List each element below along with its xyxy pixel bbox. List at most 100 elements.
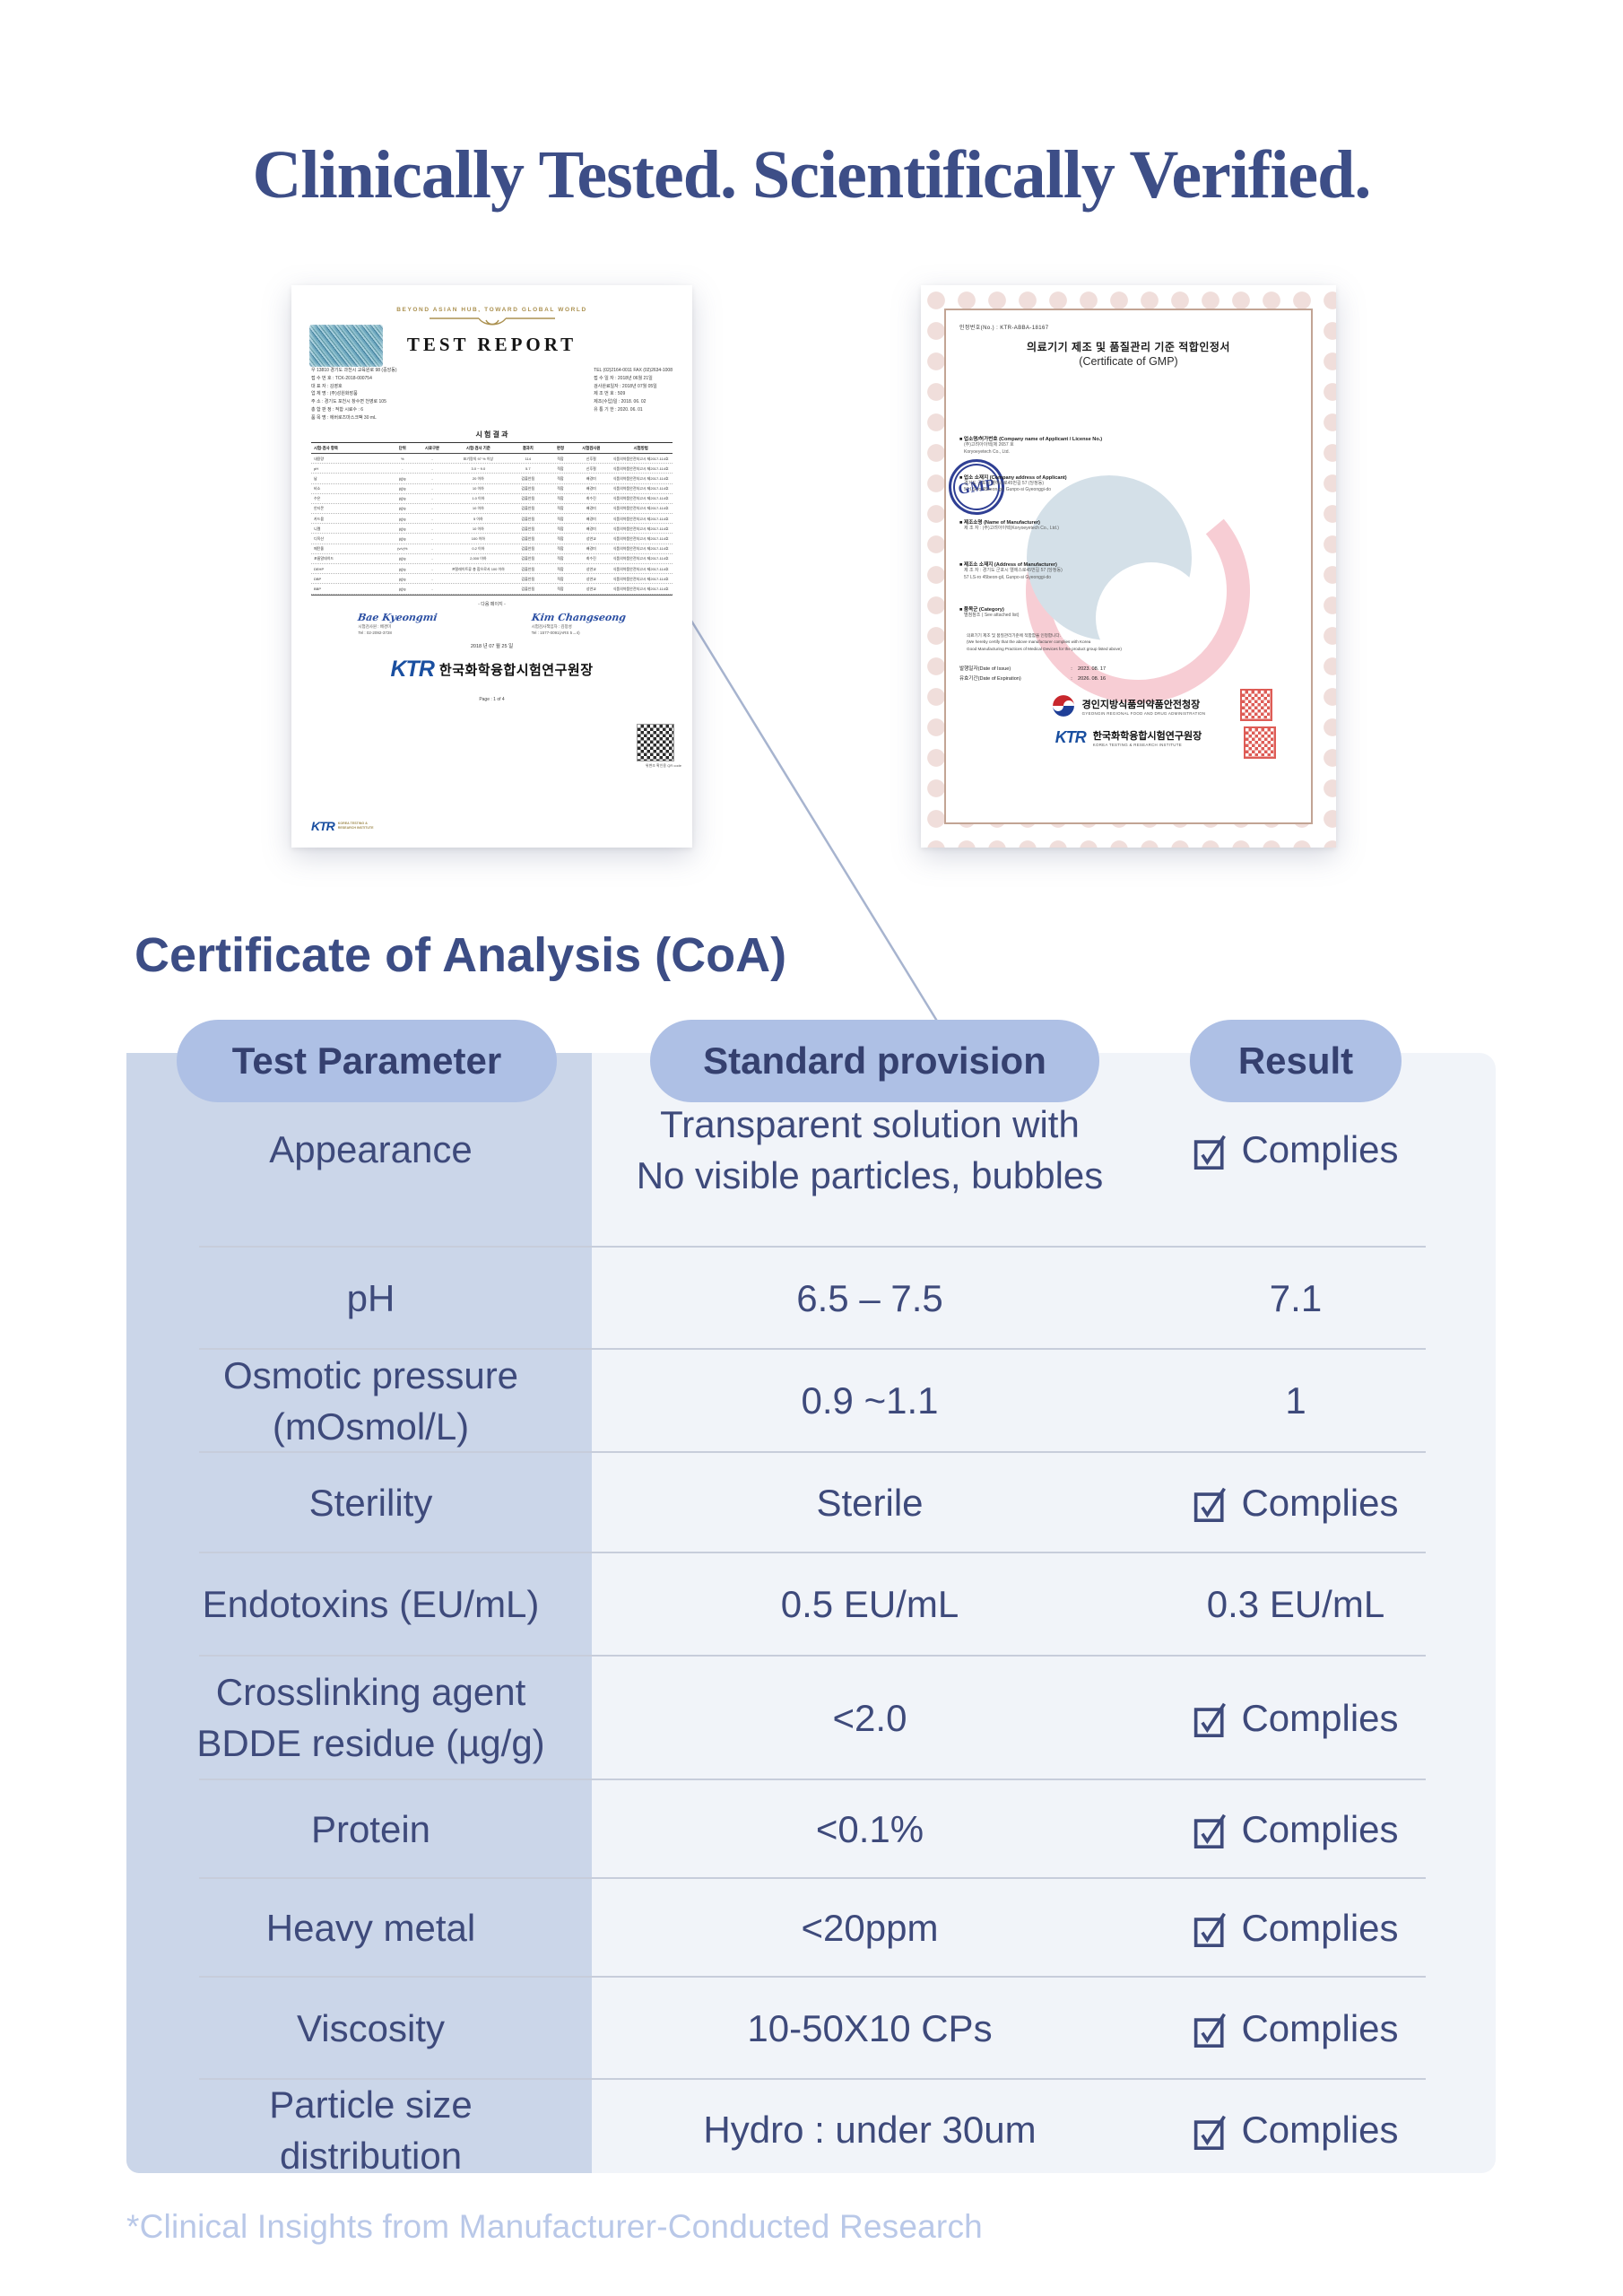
gmp-section-manufacturer-address: ■ 제조소 소재지 (Address of Manufacturer) 제 조 … (959, 561, 1063, 580)
column-header-result: Result (1190, 1020, 1402, 1102)
date-of-expiration: 유효기간(Date of Expiration) : 2026. 08. 16 (959, 675, 1107, 682)
cell-parameter: Particle size distribution (269, 2083, 473, 2173)
cell-standard: 10-50X10 CPs (747, 2006, 993, 2049)
gmp-cert-number: 인정번호(No.) : KTR-ABBA-18167 (959, 326, 1049, 331)
gmp-section-manufacturer: ■ 제조소명 (Name of Manufacturer) 제 조 자 : (주… (959, 520, 1059, 531)
qr-caption: 위변조 확인용 QR code (645, 763, 681, 768)
cell-standard: <20ppm (801, 1906, 939, 1949)
cell-result: Complies (1148, 2004, 1444, 2055)
gmp-section-applicant-address: ■ 업소 소재지 (Company address of Applicant) … (959, 474, 1067, 493)
first-column-background (126, 1053, 592, 2173)
report-table-header: 시험·검사 항목 단위 시료구분 시험·검사 기준 결과치 판정 시험검사원 시험방법 (311, 443, 673, 454)
next-page-label: - 다음 페이지 - (478, 601, 506, 607)
footnote: *Clinical Insights from Manufacturer-Con… (126, 2208, 983, 2245)
red-seal-stamp (1240, 689, 1272, 722)
cell-result: Complies (1148, 1903, 1444, 1954)
authority-ktr: KTR 한국화학융합시험연구원장 KOREA TESTING & RESEARC… (959, 726, 1298, 760)
report-info-block: 우 13810 경기도 과천시 교육원로 98 (중앙동) 접 수 번 호 : T… (311, 367, 673, 422)
cell-result: 1 (1285, 1379, 1306, 1422)
qr-code (637, 724, 674, 761)
table-row-appearance: Appearance Transparent solution with No … (126, 1053, 1496, 1248)
cell-standard: Hydro : under 30um (703, 2109, 1037, 2152)
ktr-logo: KTR (1055, 728, 1087, 747)
check-icon (1193, 1811, 1228, 1850)
table-row-endotoxins: Endotoxins (EU/mL) 0.5 EU/mL 0.3 EU/mL (126, 1553, 1496, 1657)
check-icon (1193, 1132, 1228, 1171)
report-info-right: TEL (02)2164-0011 FAX (02)2634-1008 접 수 일… (594, 368, 673, 413)
table-row-heavy-metal: Heavy metal <20ppm Complies (126, 1879, 1496, 1978)
cell-standard: <0.1% (815, 1807, 924, 1850)
report-table-body: 내용량% - 표기량의 97 % 이상 114 적합 신후철 식품의약품안전처고시 제201… (311, 454, 673, 595)
table-row-viscosity: Viscosity 10-50X10 CPs Complies (126, 1978, 1496, 2080)
page-title: Clinically Tested. Scientifically Verifi… (252, 137, 1372, 213)
cell-result: Complies (1148, 1693, 1444, 1744)
check-icon (1193, 1484, 1228, 1524)
coa-table: Appearance Transparent solution with No … (126, 1053, 1496, 2173)
report-footer-logo: KTR KOREA TESTING & RESEARCH INSTITUTE (311, 819, 374, 833)
results-title: 시 험 결 과 (475, 430, 508, 439)
cell-result: Complies (1148, 1478, 1444, 1529)
coa-heading: Certificate of Analysis (CoA) (135, 928, 787, 982)
korea-gov-emblem-icon (1052, 695, 1074, 718)
cell-standard: 6.5 – 7.5 (796, 1276, 943, 1319)
cell-result: 0.3 EU/mL (1206, 1583, 1385, 1626)
cell-result: Complies (1148, 1805, 1444, 1856)
taegeuk-watermark-icon (1025, 475, 1250, 704)
cell-parameter: Viscosity (297, 2006, 445, 2049)
cell-result: 7.1 (1269, 1276, 1323, 1319)
test-report-title: TEST REPORT (406, 334, 577, 355)
cell-parameter: Crosslinking agent BDDE residue (µg/g) (196, 1671, 545, 1764)
cell-parameter: pH (346, 1276, 395, 1319)
issuing-org: KTR 한국화학융합시험연구원장 (311, 657, 673, 683)
cell-standard: <2.0 (832, 1696, 907, 1739)
signature-details: 시험검사원 : 배경미 Tel : 02-2092-3728 (358, 623, 392, 635)
red-seal-stamp (1244, 726, 1276, 760)
ktr-logo: KTR (390, 656, 435, 682)
signature-details: 시험검사책임자 : 김창성 Tel : 1577-0091(ARS 5→4) (531, 623, 580, 635)
cell-standard: Transparent solution with No visible par… (636, 1102, 1104, 1196)
banner-text: BEYOND ASIAN HUB, TOWARD GLOBAL WORLD (396, 307, 587, 313)
table-row-osmotic-pressure: Osmotic pressure (mOsmol/L) 0.9 ~1.1 1 (126, 1350, 1496, 1453)
gmp-title-korean: 의료기기 제조 및 품질관리 기준 적합인정서 (1027, 341, 1230, 353)
signature-name: Bae Kyeongmi (357, 611, 438, 623)
cell-standard: 0.5 EU/mL (780, 1583, 959, 1626)
flourish-icon (429, 317, 555, 326)
check-icon (1193, 1909, 1228, 1949)
signature-right: Kim Changseong 시험검사책임자 : 김창성 Tel : 1577-0… (530, 611, 627, 636)
table-row-bdde-residue: Crosslinking agent BDDE residue (µg/g) <… (126, 1657, 1496, 1780)
gmp-title-english: (Certificate of GMP) (1079, 355, 1178, 368)
signature-left: Bae Kyeongmi 시험검사원 : 배경미 Tel : 02-2092-37… (357, 611, 438, 636)
table-row-sterility: Sterility Sterile Complies (126, 1453, 1496, 1553)
table-row-particle-size: Particle size distribution Hydro : under… (126, 2080, 1496, 2173)
test-report-certificate: BEYOND ASIAN HUB, TOWARD GLOBAL WORLD TE… (291, 285, 692, 848)
check-icon (1193, 1700, 1228, 1739)
cell-parameter: Appearance (269, 1128, 473, 1171)
ktr-logo-caption: KOREA TESTING & RESEARCH INSTITUTE (337, 822, 374, 830)
table-row-protein: Protein <0.1% Complies (126, 1780, 1496, 1879)
cell-parameter: Heavy metal (265, 1906, 476, 1949)
check-icon (1193, 2010, 1228, 2049)
gmp-section-applicant: ■ 업소명/허가번호 (Company name of Applicant / … (959, 437, 1103, 455)
cell-parameter: Sterility (308, 1481, 433, 1524)
date-of-issue: 발행일자(Date of Issue) : 2023. 08. 17 (959, 666, 1107, 673)
gmp-certificate: 인정번호(No.) : KTR-ABBA-18167 의료기기 제조 및 품질관… (921, 285, 1336, 848)
hologram-sticker (309, 325, 383, 367)
check-icon (1193, 2112, 1228, 2152)
issuing-org-name: 한국화학융합시험연구원장 (438, 662, 594, 678)
gmp-certification-statement: 의료기기 제조 및 품질관리기준에 적합함을 인정합니다. (We hereby … (967, 633, 1122, 651)
gmp-dates: 발행일자(Date of Issue) : 2023. 08. 17 유효기간(… (959, 665, 1298, 683)
report-info-left: 우 13810 경기도 과천시 교육원로 98 (중앙동) 접 수 번 호 : T… (311, 368, 397, 421)
cell-parameter: Endotoxins (EU/mL) (202, 1583, 540, 1626)
report-date: 2018 년 07 월 25 일 (470, 643, 514, 649)
cell-standard: Sterile (816, 1481, 924, 1524)
coa-table-rows: Appearance Transparent solution with No … (126, 1053, 1496, 2173)
cell-parameter: Osmotic pressure (mOsmol/L) (222, 1353, 519, 1448)
signatures: Bae Kyeongmi 시험검사원 : 배경미 Tel : 02-2092-37… (311, 612, 673, 636)
cell-parameter: Protein (310, 1807, 431, 1850)
cell-standard: 0.9 ~1.1 (801, 1379, 939, 1422)
cell-result: Complies (1148, 2105, 1444, 2156)
signature-name: Kim Changseong (530, 611, 627, 623)
gmp-section-category: ■ 품목군 (Category) 별첨참조 ( See attached lis… (959, 607, 1020, 619)
cell-result: Complies (1148, 1125, 1444, 1176)
